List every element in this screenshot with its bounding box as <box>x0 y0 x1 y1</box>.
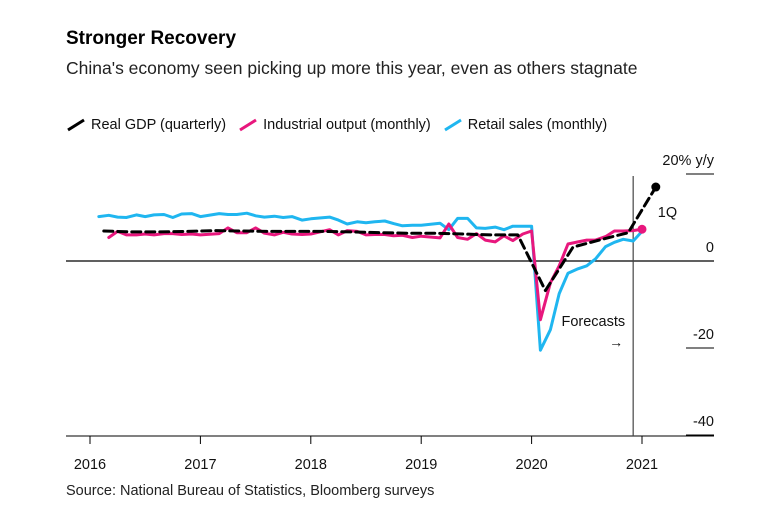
q1-annotation: 1Q <box>658 205 677 221</box>
labels-layer: 2016 2017 2018 2019 2020 2021 20% y/y 0 -20 -40 1Q… <box>74 153 715 473</box>
forecasts-arrow: → <box>609 334 623 350</box>
legend-swatch-retail <box>443 118 462 132</box>
forecasts-annotation: Forecasts <box>561 314 625 330</box>
industrial-end-point <box>637 224 647 234</box>
y-tick-label: -40 <box>693 414 714 430</box>
legend: Real GDP (quarterly) Industrial output (… <box>66 117 619 133</box>
legend-item-gdp: Real GDP (quarterly) <box>66 117 226 133</box>
legend-item-industrial: Industrial output (monthly) <box>238 117 431 133</box>
x-tick-label: 2016 <box>74 457 106 473</box>
series-line-2 <box>97 211 644 352</box>
legend-label-gdp: Real GDP (quarterly) <box>91 117 227 133</box>
series-line-1 <box>107 222 644 322</box>
x-tick-label: 2020 <box>515 457 547 473</box>
axes-layer <box>66 173 714 444</box>
chart-source: Source: National Bureau of Statistics, B… <box>66 483 435 499</box>
x-tick-label: 2018 <box>295 457 327 473</box>
legend-label-retail: Retail sales (monthly) <box>467 117 608 133</box>
x-tick-label: 2021 <box>626 457 658 473</box>
legend-swatch-gdp <box>67 118 85 132</box>
chart-subtitle: China's economy seen picking up more thi… <box>66 58 638 78</box>
series-layer <box>97 182 661 352</box>
y-tick-label: -20 <box>693 327 714 343</box>
x-tick-label: 2017 <box>184 457 216 473</box>
legend-swatch-industrial <box>239 118 257 132</box>
y-tick-label: 0 <box>706 240 714 256</box>
series-line-0 <box>102 185 658 293</box>
legend-item-retail: Retail sales (monthly) <box>443 117 607 133</box>
chart-title: Stronger Recovery <box>66 28 237 49</box>
legend-label-industrial: Industrial output (monthly) <box>263 117 431 133</box>
y-tick-label: 20% y/y <box>662 153 714 169</box>
x-tick-label: 2019 <box>405 457 437 473</box>
gdp-forecast-point <box>651 182 661 192</box>
